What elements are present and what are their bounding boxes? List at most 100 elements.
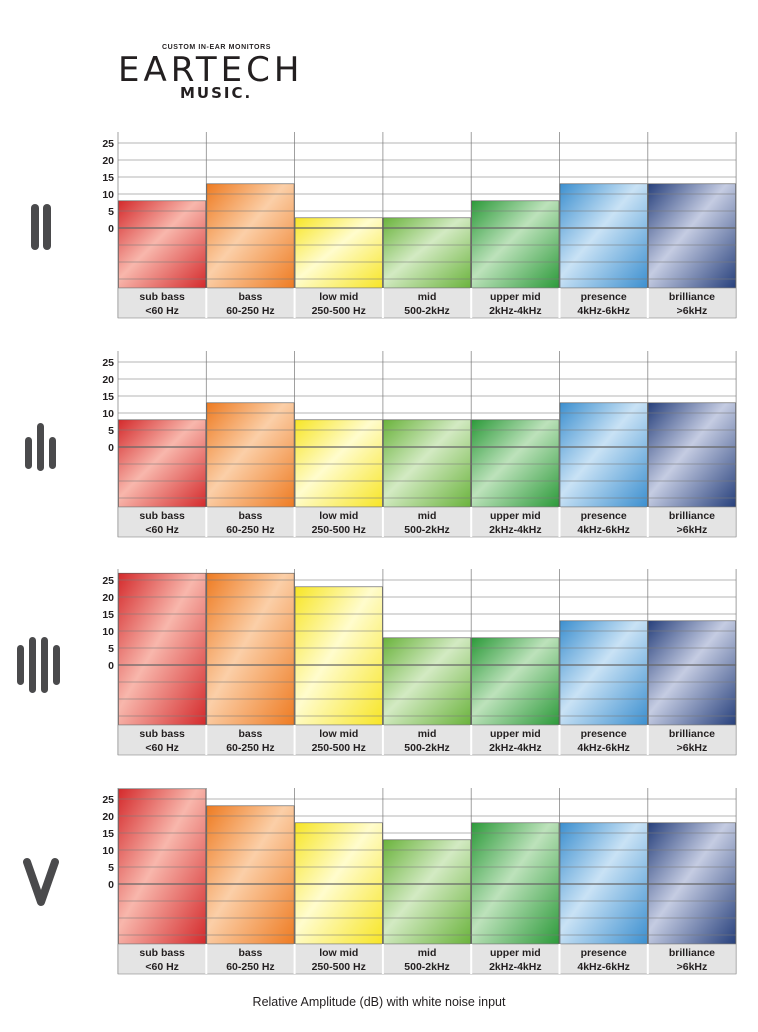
two-bars-icon	[31, 204, 51, 250]
band-name-label: low mid	[319, 728, 358, 740]
band-name-label: low mid	[319, 947, 358, 959]
y-tick-label: 0	[108, 442, 114, 454]
y-tick-label: 25	[102, 575, 114, 587]
band-name-label: presence	[581, 728, 627, 740]
band-name-label: presence	[581, 510, 627, 522]
y-tick-label: 20	[102, 811, 114, 823]
band-range-label: <60 Hz	[145, 524, 179, 536]
bar-sub-bass	[118, 788, 207, 945]
band-name-label: presence	[581, 291, 627, 303]
band-name-label: low mid	[319, 510, 358, 522]
band-range-label: 2kHz-4kHz	[489, 742, 542, 754]
band-name-label: mid	[418, 947, 437, 959]
band-range-label: 2kHz-4kHz	[489, 961, 542, 973]
y-tick-label: 25	[102, 794, 114, 806]
band-range-label: 4kHz-6kHz	[577, 742, 630, 754]
band-name-label: brilliance	[669, 728, 715, 740]
bar-bass	[206, 572, 295, 726]
band-name-label: mid	[418, 510, 437, 522]
y-tick-label: 25	[102, 357, 114, 369]
band-range-label: 500-2kHz	[404, 742, 450, 754]
band-range-label: 500-2kHz	[404, 961, 450, 973]
y-tick-label: 15	[102, 828, 114, 840]
bar-upper-mid	[471, 419, 560, 508]
band-name-label: sub bass	[139, 728, 185, 740]
band-range-label: 250-500 Hz	[312, 524, 366, 536]
band-range-label: >6kHz	[677, 305, 708, 317]
band-range-label: 4kHz-6kHz	[577, 305, 630, 317]
band-name-label: presence	[581, 947, 627, 959]
band-name-label: brilliance	[669, 947, 715, 959]
bar-brilliance	[647, 183, 736, 289]
band-name-label: upper mid	[490, 728, 541, 740]
band-name-label: upper mid	[490, 947, 541, 959]
band-range-label: 4kHz-6kHz	[577, 961, 630, 973]
bar-low-mid	[294, 217, 383, 289]
bar-low-mid	[294, 586, 383, 726]
band-name-label: bass	[238, 728, 262, 740]
band-range-label: <60 Hz	[145, 305, 179, 317]
y-tick-label: 5	[108, 425, 114, 437]
bar-mid	[383, 217, 471, 289]
chart-panel: 25 20 15 10 5 0 sub bass <60 Hz bass 60-250 Hz low…	[17, 569, 737, 756]
label-row	[117, 287, 737, 319]
label-row	[117, 943, 737, 975]
band-name-label: mid	[418, 728, 437, 740]
y-tick-label: 20	[102, 374, 114, 386]
bar-bass	[206, 402, 295, 508]
bar-presence	[559, 402, 648, 508]
band-name-label: upper mid	[490, 510, 541, 522]
y-tick-label: 0	[108, 660, 114, 672]
band-name-label: bass	[238, 291, 262, 303]
band-range-label: 2kHz-4kHz	[489, 305, 542, 317]
bar-bass	[206, 805, 295, 945]
bar-upper-mid	[471, 637, 560, 726]
band-name-label: mid	[418, 291, 437, 303]
y-tick-label: 15	[102, 391, 114, 403]
band-range-label: 60-250 Hz	[226, 524, 274, 536]
bar-presence	[559, 183, 648, 289]
bar-sub-bass	[118, 572, 207, 726]
y-tick-label: 25	[102, 138, 114, 150]
band-range-label: <60 Hz	[145, 961, 179, 973]
band-name-label: brilliance	[669, 291, 715, 303]
band-name-label: sub bass	[139, 510, 185, 522]
bar-mid	[383, 637, 471, 726]
band-name-label: sub bass	[139, 291, 185, 303]
bar-low-mid	[294, 419, 383, 508]
y-tick-label: 0	[108, 879, 114, 891]
band-range-label: 250-500 Hz	[312, 305, 366, 317]
bar-sub-bass	[118, 200, 207, 289]
y-tick-label: 5	[108, 862, 114, 874]
y-tick-label: 15	[102, 172, 114, 184]
y-tick-label: 20	[102, 155, 114, 167]
band-name-label: brilliance	[669, 510, 715, 522]
y-tick-label: 5	[108, 643, 114, 655]
footer-caption: Relative Amplitude (dB) with white noise…	[252, 995, 506, 1009]
bar-sub-bass	[118, 419, 207, 508]
bar-bass	[206, 183, 295, 289]
label-row	[117, 724, 737, 756]
label-row	[117, 506, 737, 538]
y-tick-label: 20	[102, 592, 114, 604]
logo-sub: MUSIC.	[180, 84, 253, 102]
band-name-label: sub bass	[139, 947, 185, 959]
band-range-label: 250-500 Hz	[312, 742, 366, 754]
chart-panel: 25 20 15 10 5 0 sub bass <60 Hz bass 60-250 Hz low…	[23, 788, 737, 975]
band-range-label: >6kHz	[677, 742, 708, 754]
y-tick-label: 15	[102, 609, 114, 621]
band-range-label: 60-250 Hz	[226, 961, 274, 973]
band-range-label: 500-2kHz	[404, 305, 450, 317]
chart-panel: 25 20 15 10 5 0 sub bass <60 Hz bass 60-250 Hz low…	[31, 132, 737, 319]
band-range-label: >6kHz	[677, 524, 708, 536]
bar-brilliance	[647, 402, 736, 508]
y-tick-label: 10	[102, 845, 114, 857]
bar-presence	[559, 620, 648, 726]
v-shape-icon	[23, 858, 59, 906]
band-range-label: 60-250 Hz	[226, 305, 274, 317]
band-range-label: <60 Hz	[145, 742, 179, 754]
band-name-label: bass	[238, 947, 262, 959]
y-tick-label: 10	[102, 189, 114, 201]
bar-mid	[383, 419, 471, 508]
